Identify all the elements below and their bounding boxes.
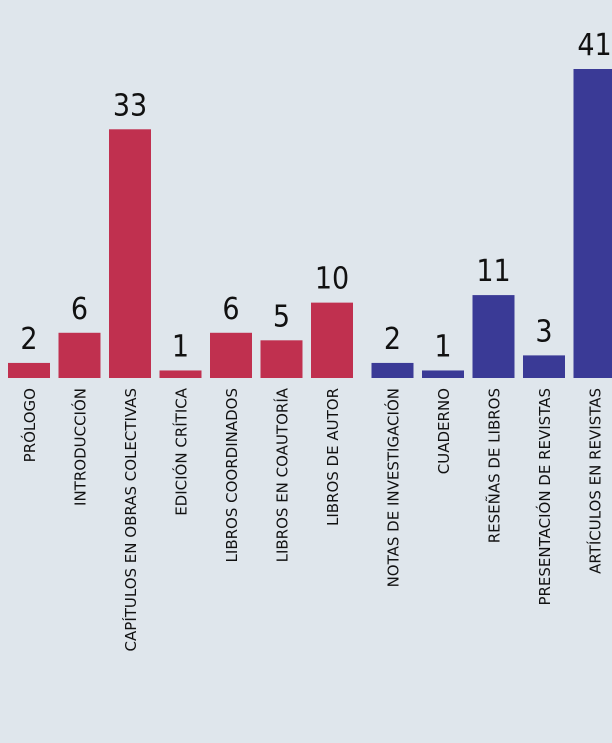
bar bbox=[8, 362, 50, 378]
value-label: 6 bbox=[71, 292, 88, 327]
x-tick-label: NOTAS DE INVESTIGACIÓN bbox=[384, 388, 403, 587]
bar bbox=[422, 370, 464, 378]
value-label: 5 bbox=[273, 299, 290, 334]
value-label: 41 bbox=[577, 28, 611, 63]
x-tick-label: INTRODUCCIÓN bbox=[71, 388, 90, 506]
value-label: 6 bbox=[222, 292, 239, 327]
bar bbox=[311, 302, 353, 378]
bar bbox=[260, 340, 303, 378]
bar bbox=[523, 355, 565, 378]
x-tick-label: EDICIÓN CRÍTICA bbox=[172, 387, 191, 516]
x-tick-label: CAPÍTULOS EN OBRAS COLECTIVAS bbox=[121, 388, 140, 651]
value-label: 11 bbox=[476, 254, 510, 289]
x-tick-label: PRESENTACIÓN DE REVISTAS bbox=[535, 388, 554, 606]
x-tick-label: LIBROS EN COAUTORÍA bbox=[273, 387, 292, 562]
x-tick-label: LIBROS DE AUTOR bbox=[324, 388, 342, 526]
bar bbox=[472, 295, 515, 378]
value-label: 2 bbox=[20, 322, 37, 357]
value-label: 1 bbox=[434, 329, 451, 364]
bar bbox=[58, 332, 101, 378]
x-tick-label: ARTÍCULOS EN REVISTAS bbox=[586, 388, 605, 574]
x-tick-label: CUADERNO bbox=[435, 388, 453, 474]
x-tick-label: LIBROS COORDINADOS bbox=[223, 388, 241, 562]
x-tick-label: RESEÑAS DE LIBROS bbox=[485, 388, 504, 543]
bar bbox=[109, 129, 151, 378]
bar bbox=[371, 362, 414, 378]
value-label: 3 bbox=[535, 314, 552, 349]
bar bbox=[159, 370, 202, 378]
value-label: 1 bbox=[172, 329, 189, 364]
value-label: 33 bbox=[113, 88, 147, 123]
bar bbox=[210, 332, 252, 378]
bar bbox=[573, 69, 612, 378]
value-label: 2 bbox=[384, 322, 401, 357]
x-tick-label: PRÓLOGO bbox=[20, 388, 39, 462]
value-label: 10 bbox=[315, 262, 349, 297]
